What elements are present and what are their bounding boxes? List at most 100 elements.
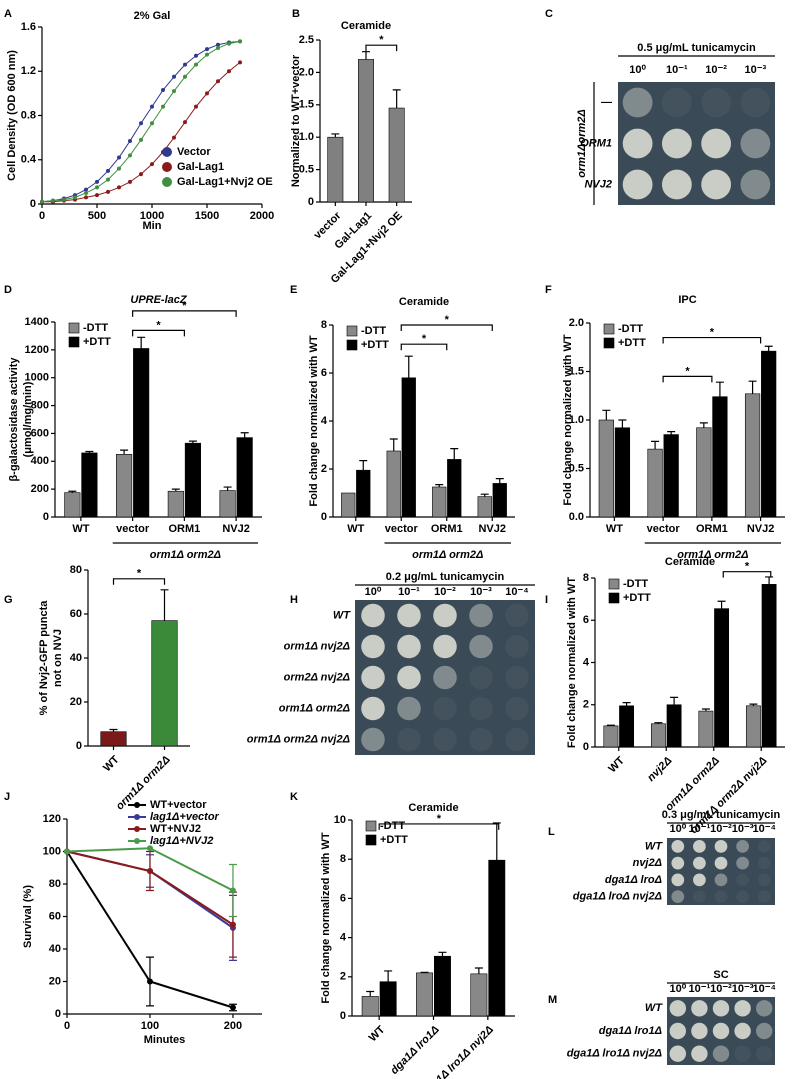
data-point bbox=[183, 74, 187, 79]
chart-title: 2% Gal bbox=[134, 10, 171, 22]
significance-label: * bbox=[182, 300, 187, 312]
bar bbox=[361, 996, 379, 1017]
error-bar bbox=[223, 486, 232, 491]
legend-swatch bbox=[68, 322, 80, 334]
error-bar bbox=[450, 448, 459, 460]
row-label: WT bbox=[333, 609, 351, 621]
group-label: orm1Δ orm2Δ bbox=[677, 549, 748, 561]
colony-spot bbox=[736, 856, 749, 870]
row-label: ORM1 bbox=[580, 137, 612, 149]
row-label: NVJ2 bbox=[584, 178, 612, 190]
data-point bbox=[64, 848, 70, 855]
data-point bbox=[194, 104, 198, 109]
data-point bbox=[117, 185, 121, 190]
error-bar bbox=[715, 381, 724, 397]
colony-spot bbox=[693, 890, 706, 903]
x-tick-label: WT bbox=[347, 523, 364, 535]
colony-spot bbox=[691, 1000, 708, 1017]
colony-spot bbox=[712, 1022, 730, 1040]
data-point bbox=[161, 104, 165, 109]
significance-bracket bbox=[132, 310, 237, 317]
dilution-label: 10⁻¹ bbox=[689, 983, 711, 995]
data-point bbox=[40, 199, 44, 204]
colony-spot bbox=[505, 603, 529, 628]
bar bbox=[64, 492, 81, 518]
bar bbox=[379, 981, 397, 1017]
dilution-label: 10⁻³ bbox=[732, 983, 754, 995]
legend-label: WT+NVJ2 bbox=[150, 823, 201, 835]
colony-spot bbox=[661, 128, 692, 159]
data-point bbox=[106, 189, 110, 194]
y-tick-label: 0.5 bbox=[569, 462, 584, 474]
colony-spot bbox=[433, 696, 457, 721]
colony-spot bbox=[693, 840, 706, 853]
data-point bbox=[84, 187, 88, 192]
dilution-label: 10⁻³ bbox=[470, 586, 492, 598]
colony-spot bbox=[734, 1000, 751, 1017]
colony-spot bbox=[736, 873, 749, 887]
chart-title: Ceramide bbox=[408, 802, 458, 814]
colony-spot bbox=[757, 890, 771, 903]
panel-letter: E bbox=[290, 284, 297, 296]
y-tick-label: 2.5 bbox=[299, 34, 314, 46]
data-point bbox=[172, 74, 176, 79]
panel-letter: D bbox=[4, 284, 12, 296]
y-tick-label: 0 bbox=[308, 196, 314, 208]
bar bbox=[341, 492, 356, 518]
y-axis-label: β-galactosidase activity bbox=[8, 357, 20, 482]
plate-title: SC bbox=[713, 969, 728, 981]
bar bbox=[447, 459, 462, 518]
legend-swatch bbox=[603, 323, 615, 335]
data-point bbox=[146, 845, 153, 852]
data-point bbox=[183, 120, 187, 125]
data-point bbox=[146, 868, 153, 874]
data-point bbox=[161, 88, 165, 93]
row-label: dga1Δ lroΔ bbox=[605, 874, 662, 886]
bar bbox=[761, 350, 777, 518]
legend-label: Gal-Lag1+Nvj2 OE bbox=[177, 176, 273, 188]
legend-marker bbox=[162, 147, 172, 157]
y-tick-label: 0.4 bbox=[21, 154, 37, 166]
data-point bbox=[238, 60, 242, 65]
error-bar bbox=[362, 51, 370, 60]
colony-spot bbox=[691, 1045, 708, 1062]
legend-swatch bbox=[603, 337, 615, 349]
y-axis-label: % of Nvj2-GFP puncta bbox=[38, 600, 50, 716]
y-tick-label: 1.5 bbox=[299, 99, 314, 111]
x-axis-label: Min bbox=[143, 220, 162, 232]
significance-label: * bbox=[156, 319, 161, 331]
error-bar bbox=[495, 478, 504, 484]
data-point bbox=[95, 193, 99, 198]
panel-letter: C bbox=[545, 8, 553, 20]
group-label: orm1Δ orm2Δ bbox=[412, 549, 483, 561]
error-bar bbox=[404, 355, 413, 378]
dilution-label: 10⁻² bbox=[710, 983, 732, 995]
bar bbox=[696, 427, 712, 518]
error-bar bbox=[717, 600, 726, 609]
data-point bbox=[216, 46, 220, 51]
bar bbox=[151, 620, 178, 747]
x-tick-label: 100 bbox=[141, 1020, 159, 1032]
bar bbox=[650, 723, 666, 748]
data-point bbox=[62, 197, 66, 202]
colony-spot bbox=[757, 840, 771, 853]
y-tick-label: 2 bbox=[321, 463, 327, 475]
data-point bbox=[183, 62, 187, 67]
colony-spot bbox=[433, 665, 457, 690]
dilution-label: 10⁰ bbox=[669, 983, 686, 995]
y-tick-label: 10 bbox=[334, 814, 346, 826]
legend-swatch bbox=[346, 325, 358, 337]
significance-bracket bbox=[400, 343, 448, 351]
y-axis-label: Survival (%) bbox=[22, 885, 34, 948]
panel-letter: I bbox=[545, 594, 548, 606]
colony-spot bbox=[469, 603, 493, 628]
colony-spot bbox=[671, 873, 685, 887]
y-tick-label: 2.0 bbox=[569, 317, 584, 329]
plate-title: 0.3 μg/mL tunicamycin bbox=[662, 809, 781, 821]
y-tick-label: 100 bbox=[43, 845, 61, 857]
bar bbox=[416, 972, 433, 1017]
data-point bbox=[117, 155, 121, 160]
colony-spot bbox=[757, 856, 771, 870]
bar bbox=[761, 584, 777, 748]
legend-swatch bbox=[68, 336, 80, 348]
